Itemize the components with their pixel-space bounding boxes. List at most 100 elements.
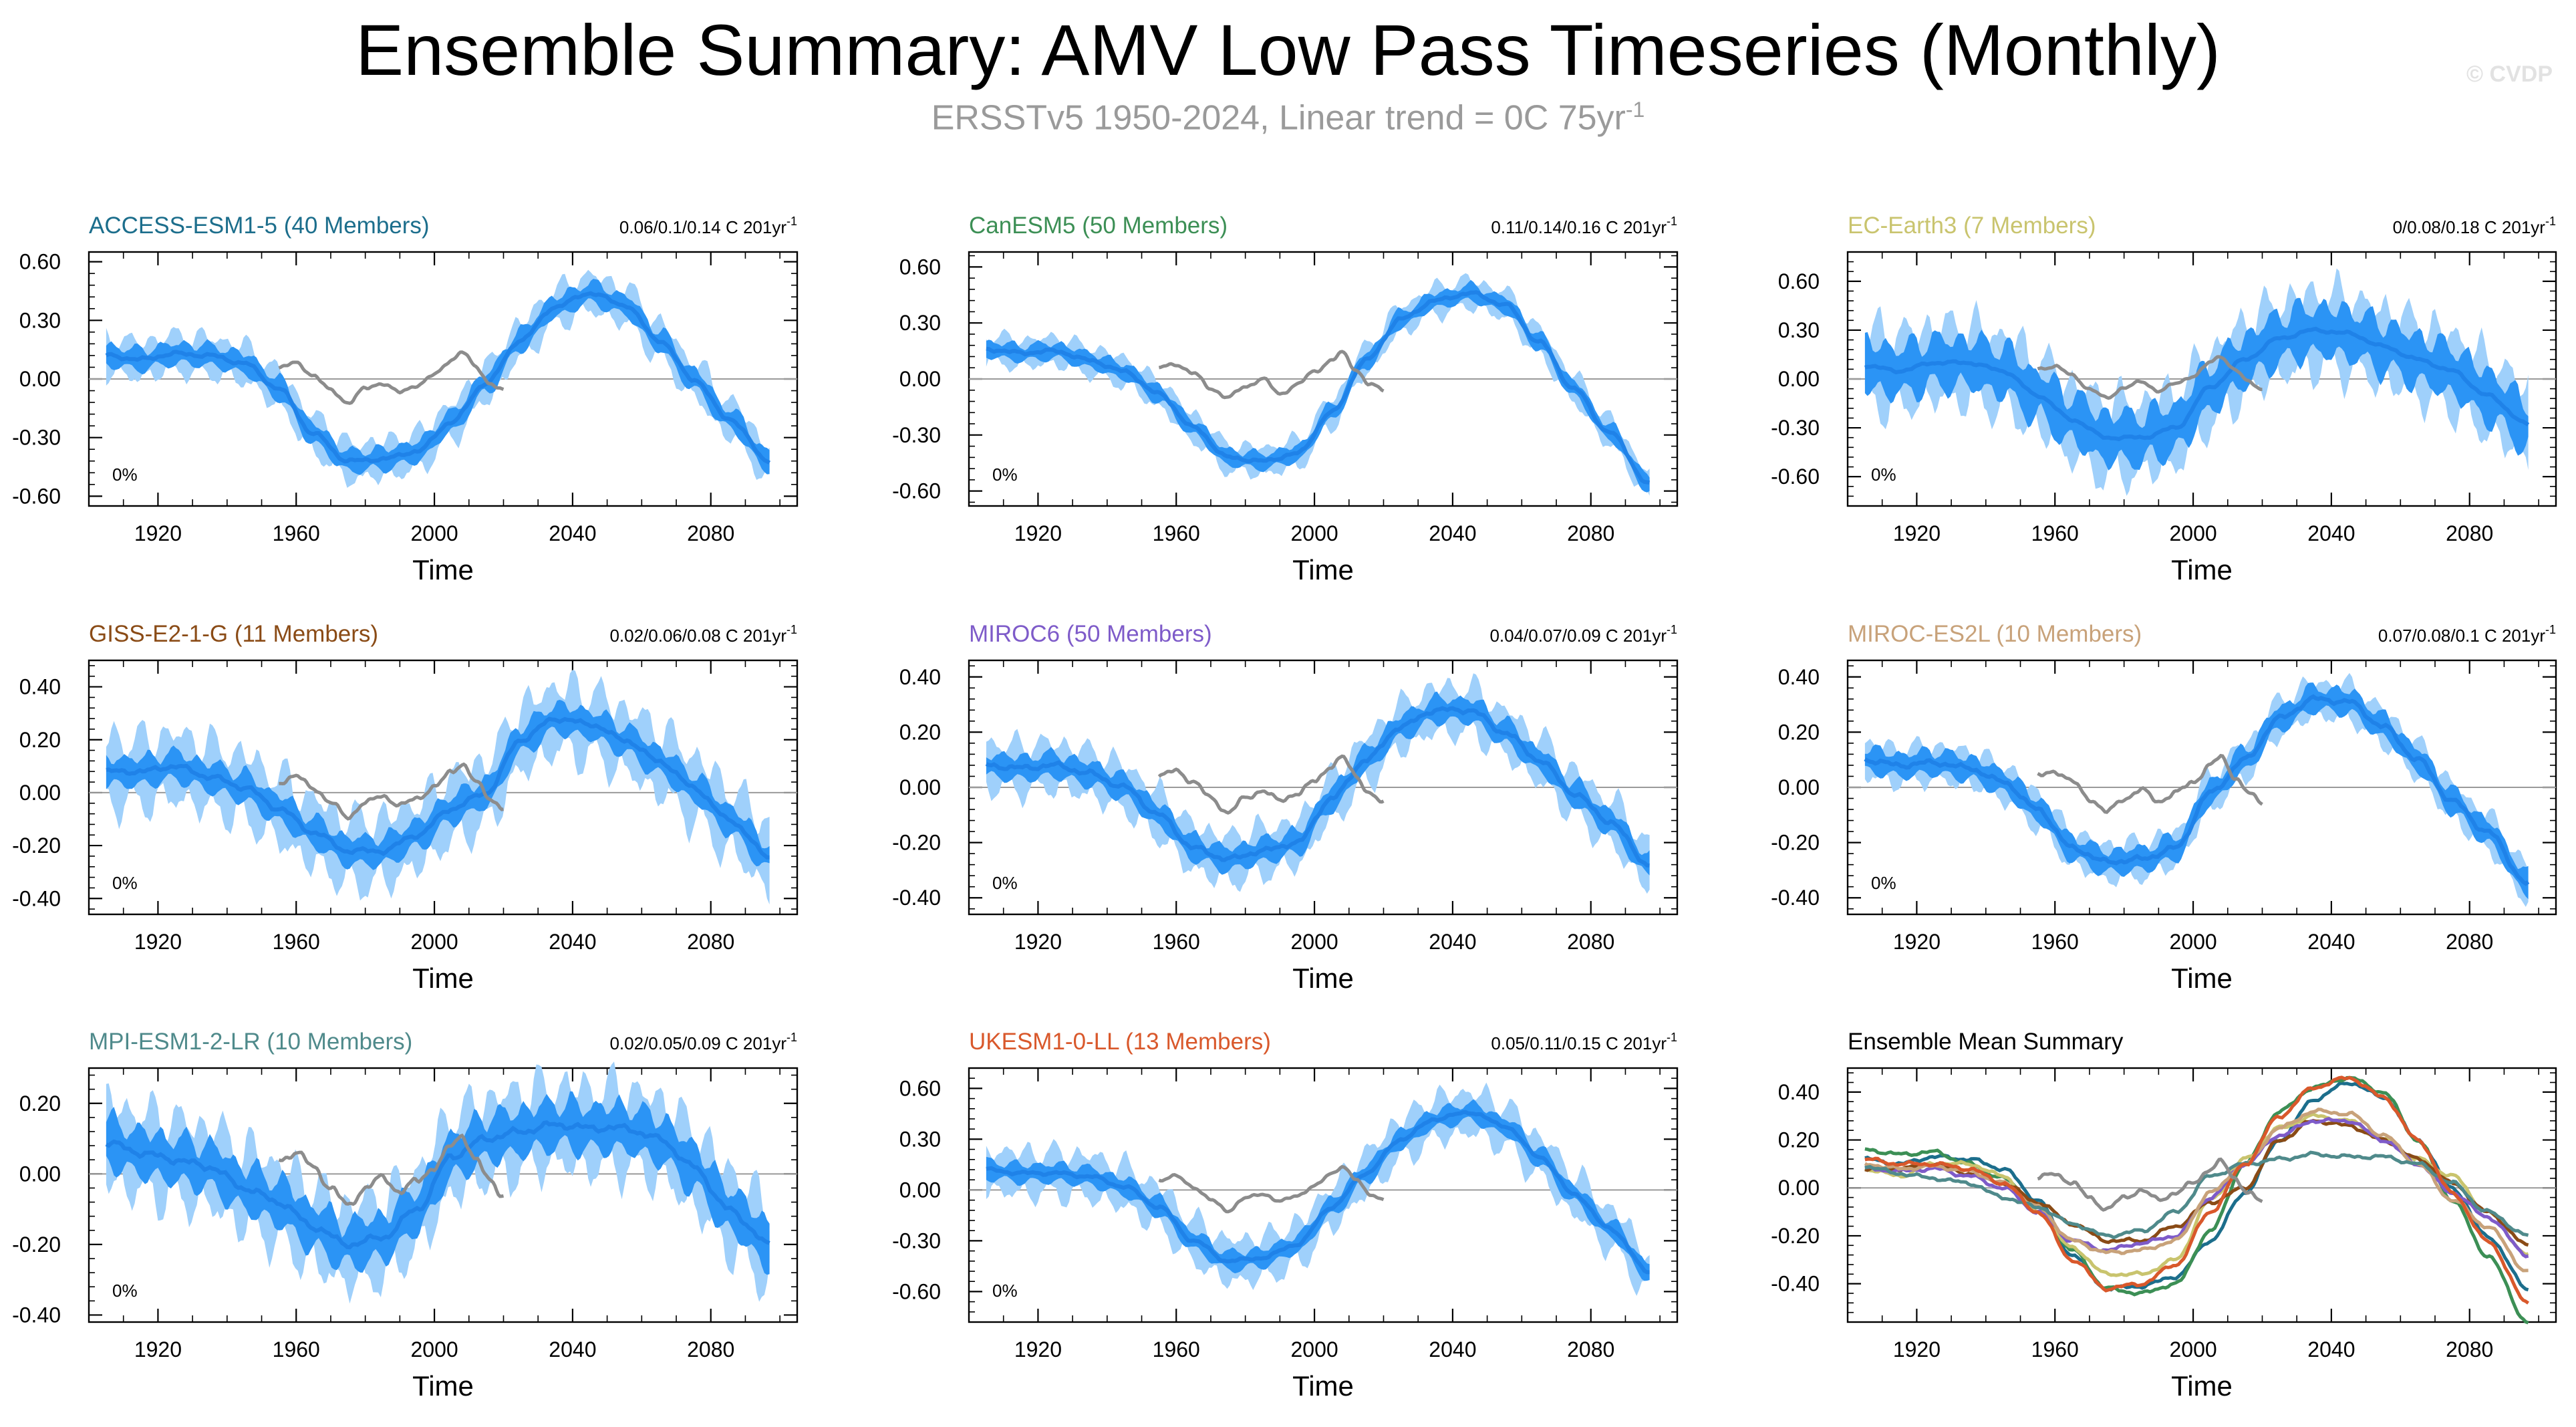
- x-tick-label: 2080: [687, 930, 734, 954]
- y-tick-label: 0.20: [19, 728, 61, 752]
- y-tick-label: 0.30: [19, 308, 61, 332]
- x-tick-label: 2000: [1290, 930, 1338, 954]
- y-tick-label: 0.60: [899, 255, 941, 279]
- trend-superscript: -1: [1667, 215, 1677, 228]
- y-tick-label: 0.40: [899, 665, 941, 689]
- y-tick-label: 0.30: [899, 311, 941, 335]
- ensemble-mean-line: [105, 291, 771, 465]
- x-tick-label: 2080: [687, 1337, 734, 1361]
- y-tick-label: -0.40: [12, 1303, 61, 1327]
- plot-frame: [968, 1067, 1679, 1323]
- x-tick-label: 1920: [1893, 521, 1941, 545]
- ensemble-range-band: [986, 673, 1650, 894]
- observed-line: [2037, 1157, 2263, 1212]
- trend-superscript: -1: [1667, 623, 1677, 636]
- y-tick-label: 0.00: [19, 367, 61, 391]
- panel-miroc-es2l: -0.40 -0.20 0.00 0.20 0.40 1920 1960 2000 2040 20…: [1771, 621, 2557, 994]
- observed-line: [1157, 754, 1385, 815]
- x-tick-label: 2040: [2307, 930, 2355, 954]
- x-tick-label: 1920: [1893, 930, 1941, 954]
- cvdp-watermark: © CVDP: [2466, 61, 2553, 87]
- ensemble-mean-line: [105, 1120, 770, 1250]
- y-tick-label: 0.00: [899, 367, 941, 391]
- ensemble-mean-line: [1864, 326, 2530, 442]
- y-tick-label: 0.60: [899, 1076, 941, 1100]
- ensemble-mean-line: [986, 1110, 1650, 1275]
- x-tick-label: 2000: [1290, 521, 1338, 545]
- x-tick-label: 2040: [549, 521, 596, 545]
- panel-ukesm1-0-ll: -0.60 -0.30 0.00 0.30 0.60 1920 1960 2000 2040 20…: [892, 1029, 1679, 1402]
- x-tick-label: 2080: [1567, 930, 1614, 954]
- x-tick-label: 1960: [273, 1337, 320, 1361]
- x-axis-label: Time: [412, 1370, 474, 1402]
- observed-line: [1158, 1164, 1385, 1214]
- observed-line: [278, 1133, 505, 1206]
- y-tick-label: 0.20: [1778, 1128, 1820, 1152]
- x-tick-label: 1920: [1014, 521, 1062, 545]
- ensemble-iqr-band: [986, 279, 1650, 493]
- x-tick-label: 2080: [2446, 1337, 2493, 1361]
- x-tick-label: 1960: [2031, 521, 2079, 545]
- ensemble-iqr-band: [106, 700, 770, 870]
- y-tick-label: -0.20: [1771, 1224, 1820, 1248]
- y-tick-label: -0.40: [1771, 886, 1820, 910]
- ensemble-range-band: [986, 1082, 1650, 1296]
- y-tick-label: 0.60: [1778, 269, 1820, 293]
- x-tick-label: 2080: [1567, 1337, 1614, 1361]
- y-tick-label: 0.60: [19, 250, 61, 274]
- y-tick-label: -0.40: [892, 886, 941, 910]
- x-tick-label: 1920: [1014, 1337, 1062, 1361]
- y-tick-label: -0.60: [892, 1279, 941, 1303]
- y-tick-label: 0.00: [899, 1178, 941, 1202]
- panel-title: MPI-ESM1-2-LR (10 Members): [89, 1029, 412, 1055]
- x-tick-label: 1920: [134, 521, 182, 545]
- percent-label: 0%: [1871, 873, 1896, 893]
- observed-line: [278, 350, 505, 405]
- x-tick-label: 2040: [2307, 521, 2355, 545]
- percent-label: 0%: [992, 465, 1018, 485]
- y-tick-label: 0.20: [1778, 720, 1820, 744]
- trend-text: 0/0.08/0.18 C 201yr: [2393, 217, 2546, 237]
- series-line-canesm5: [1864, 1075, 2529, 1325]
- x-tick-label: 1960: [1153, 521, 1200, 545]
- percent-label: 0%: [992, 1281, 1018, 1301]
- x-tick-label: 1960: [1153, 930, 1200, 954]
- ensemble-iqr-band: [106, 1091, 770, 1275]
- x-tick-label: 2040: [1429, 1337, 1476, 1361]
- y-tick-label: -0.20: [12, 1233, 61, 1257]
- trend-text: 0.04/0.07/0.09 C 201yr: [1489, 626, 1667, 646]
- y-tick-label: 0.00: [19, 781, 61, 805]
- x-tick-label: 2000: [410, 521, 458, 545]
- trend-superscript: -1: [2545, 623, 2556, 636]
- observed-line: [2037, 753, 2263, 814]
- x-axis-label: Time: [2171, 962, 2233, 994]
- trend-superscript: -1: [786, 215, 797, 228]
- y-tick-label: -0.20: [12, 833, 61, 858]
- panel-title: MIROC-ES2L (10 Members): [1848, 621, 2142, 647]
- x-axis-label: Time: [2171, 1370, 2233, 1402]
- y-tick-label: -0.60: [12, 484, 61, 508]
- trend-label: 0.07/0.08/0.1 C 201yr-1: [2378, 623, 2556, 646]
- y-tick-label: -0.20: [892, 831, 941, 855]
- observed-line: [1158, 350, 1385, 400]
- x-tick-label: 2000: [410, 930, 458, 954]
- trend-label: 0.02/0.05/0.09 C 201yr-1: [609, 1031, 797, 1053]
- x-axis-label: Time: [412, 962, 474, 994]
- y-tick-label: -0.30: [1771, 416, 1820, 440]
- x-tick-label: 2040: [1429, 930, 1476, 954]
- y-tick-label: -0.40: [1771, 1272, 1820, 1296]
- y-tick-label: -0.60: [892, 479, 941, 503]
- trend-superscript: -1: [1667, 1031, 1677, 1044]
- x-tick-label: 1960: [273, 930, 320, 954]
- y-tick-label: 0.00: [899, 775, 941, 799]
- panel-title: Ensemble Mean Summary: [1848, 1029, 2124, 1055]
- x-tick-label: 1920: [134, 930, 182, 954]
- percent-label: 0%: [112, 1281, 138, 1301]
- ensemble-range-band: [986, 273, 1650, 496]
- panel-title: UKESM1-0-LL (13 Members): [969, 1029, 1271, 1055]
- y-tick-label: 0.00: [1778, 775, 1820, 799]
- y-tick-label: -0.40: [12, 886, 61, 910]
- panel-title: ACCESS-ESM1-5 (40 Members): [89, 213, 430, 239]
- trend-label: 0.06/0.1/0.14 C 201yr-1: [619, 215, 797, 237]
